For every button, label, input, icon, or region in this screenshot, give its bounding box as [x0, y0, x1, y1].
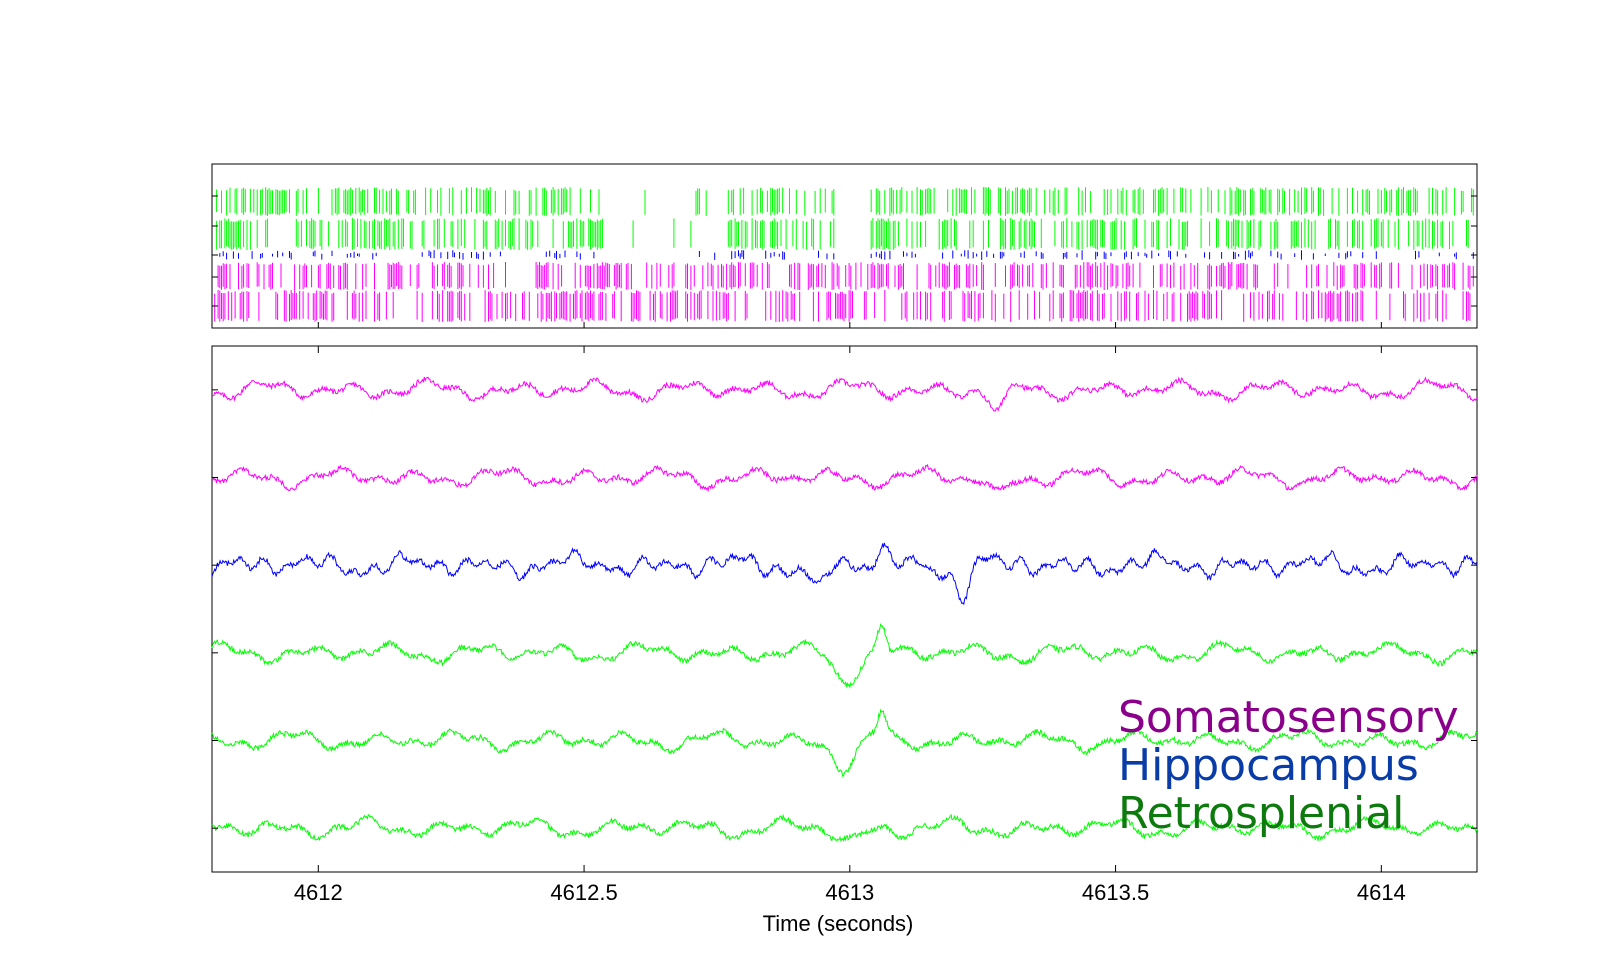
raster-row-hippocampus — [219, 250, 1474, 260]
lfp-frame — [211, 345, 1478, 873]
lfp-trace-retrosplenial — [211, 708, 1478, 778]
legend-entry-retrosplenial: Retrosplenial — [1118, 788, 1404, 839]
spike-ticks — [215, 218, 1469, 250]
raster-frame — [211, 163, 1478, 329]
legend-entry-somatosensory: Somatosensory — [1118, 692, 1459, 743]
x-tick-label: 4614 — [1357, 880, 1406, 905]
spike-ticks — [214, 290, 1471, 322]
legend: Somatosensory Hippocampus Retrosplenial — [1118, 692, 1459, 839]
raster-row-retrosplenial — [215, 218, 1469, 250]
raster-row-somatosensory — [217, 262, 1474, 290]
x-tick-label: 4613.5 — [1082, 880, 1149, 905]
x-tick-label: 4613 — [825, 880, 874, 905]
x-axis: 4612 4612.5 4613 4613.5 4614 — [294, 346, 1406, 905]
lfp-trace-somatosensory — [212, 463, 1478, 493]
lfp-trace-somatosensory — [211, 376, 1478, 413]
spike-ticks — [215, 187, 1474, 216]
x-axis-label: Time (seconds) — [763, 911, 914, 936]
raster-row-somatosensory — [214, 290, 1471, 322]
lfp-trace-hippocampus — [211, 542, 1478, 606]
legend-entry-hippocampus: Hippocampus — [1118, 740, 1419, 791]
lfp-trace-retrosplenial — [211, 813, 1478, 843]
raster-row-retrosplenial — [215, 187, 1474, 216]
lfp-trace-retrosplenial — [211, 623, 1478, 689]
spike-ticks — [219, 250, 1474, 260]
spike-raster-panel — [211, 163, 1478, 329]
lfp-traces-panel — [211, 345, 1478, 873]
x-tick-label: 4612 — [294, 880, 343, 905]
spike-ticks — [217, 262, 1474, 290]
x-tick-label: 4612.5 — [550, 880, 617, 905]
